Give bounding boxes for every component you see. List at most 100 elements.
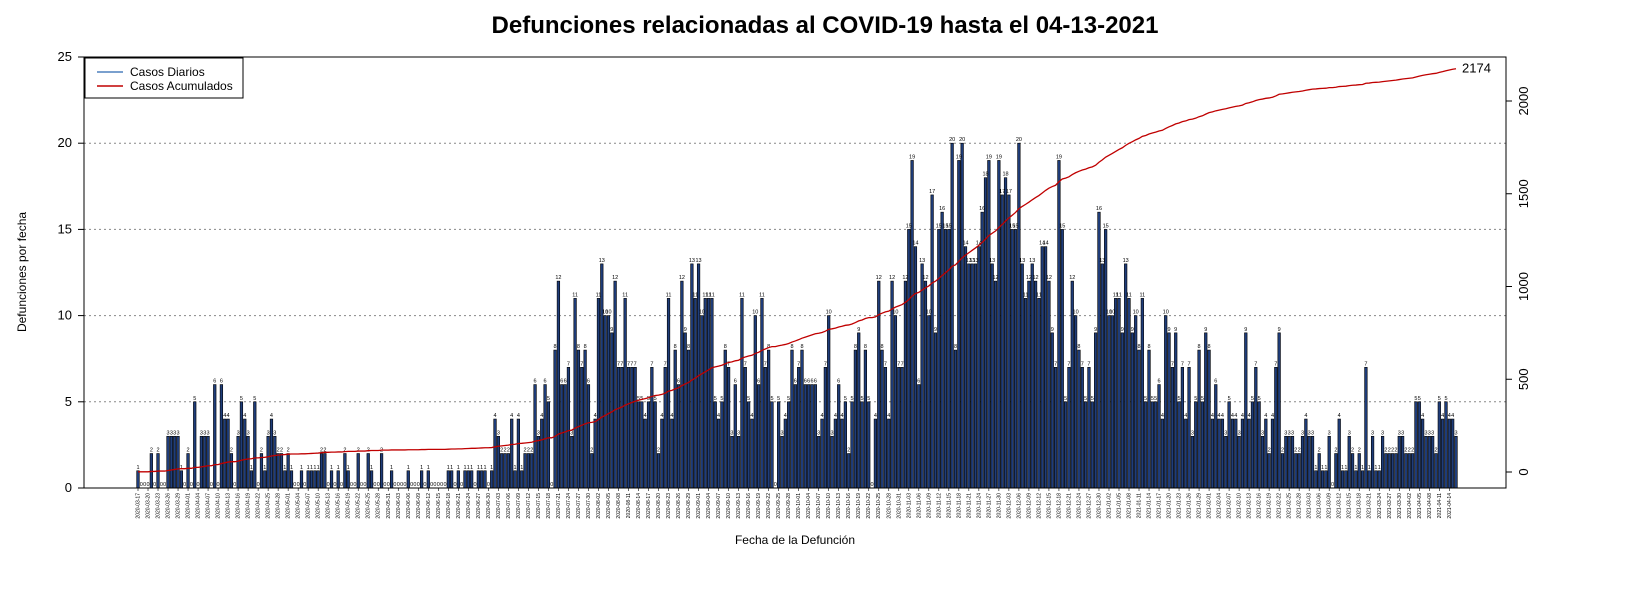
- x-tick-label: 2020-08-29: [686, 493, 692, 519]
- bar-value-label: 3: [1291, 430, 1294, 436]
- bar: [1244, 332, 1248, 489]
- bar-value-label: 7: [634, 361, 637, 367]
- bar: [1003, 177, 1008, 489]
- x-tick-label: 2021-04-14: [1447, 493, 1453, 519]
- x-tick-label: 2020-04-13: [226, 493, 232, 519]
- bar: [830, 435, 834, 489]
- x-tick-label: 2020-12-24: [1076, 493, 1082, 519]
- bar-value-label: 0: [140, 482, 143, 488]
- x-tick-label: 2021-03-03: [1307, 493, 1313, 519]
- x-tick-label: 2020-09-10: [726, 493, 732, 519]
- bar: [1387, 453, 1391, 489]
- bar-value-label: 1: [1374, 465, 1377, 471]
- bar-value-label: 12: [889, 275, 895, 281]
- bar-value-label: 9: [1131, 327, 1134, 333]
- bar-value-label: 1: [1344, 465, 1347, 471]
- bar: [496, 435, 500, 489]
- bar: [1324, 470, 1328, 489]
- bar-value-label: 6: [810, 379, 813, 385]
- bar-value-label: 0: [440, 482, 443, 488]
- bar-value-label: 4: [717, 413, 720, 419]
- bar: [910, 160, 914, 489]
- bar-value-label: 3: [1311, 430, 1314, 436]
- bar-value-label: 0: [433, 482, 436, 488]
- cumulative-line: [138, 68, 1457, 473]
- bar: [249, 470, 254, 489]
- bar-value-label: 2: [150, 448, 153, 454]
- bar-value-label: 1: [136, 465, 139, 471]
- bar: [1050, 332, 1054, 489]
- x-tick-label: 2021-03-18: [1357, 493, 1363, 519]
- bar-value-label: 0: [293, 482, 296, 488]
- bar-value-label: 3: [1428, 430, 1431, 436]
- bar-value-label: 4: [887, 413, 890, 419]
- bar: [1067, 367, 1071, 489]
- bar-value-label: 3: [497, 430, 500, 436]
- x-tick-label: 2021-02-10: [1237, 493, 1243, 519]
- bar: [213, 384, 217, 489]
- bar-value-label: 3: [1348, 430, 1351, 436]
- bar-value-label: 3: [247, 430, 250, 436]
- bar-value-label: 13: [689, 258, 695, 264]
- bar-value-label: 15: [946, 223, 952, 229]
- bar-value-label: 1: [300, 465, 303, 471]
- bar: [937, 229, 941, 489]
- x-tick-label: 2020-10-04: [806, 493, 812, 519]
- bar-value-label: 20: [949, 137, 955, 143]
- bar-value-label: 3: [1191, 430, 1194, 436]
- bar-value-label: 4: [1304, 413, 1307, 419]
- bar: [1441, 418, 1445, 489]
- bar-value-label: 1: [283, 465, 286, 471]
- bar-value-label: 3: [1224, 430, 1227, 436]
- x-tick-label: 2020-05-13: [326, 493, 332, 519]
- bar: [743, 367, 747, 489]
- x-tick-label: 2020-07-21: [556, 493, 562, 519]
- bar-value-label: 5: [1438, 396, 1441, 402]
- x-tick-label: 2020-09-28: [786, 493, 792, 519]
- x-tick-label: 2020-04-22: [256, 493, 262, 519]
- bar: [710, 298, 714, 489]
- bar: [1334, 453, 1338, 489]
- bar: [1130, 332, 1134, 489]
- bar-value-label: 3: [273, 430, 276, 436]
- bar: [1007, 194, 1011, 489]
- bar-value-label: 5: [240, 396, 243, 402]
- bar-value-label: 3: [200, 430, 203, 436]
- bar-value-label: 5: [844, 396, 847, 402]
- bar: [706, 298, 711, 489]
- bar-value-label: 12: [1026, 275, 1032, 281]
- x-tick-label: 2021-02-25: [1287, 493, 1293, 519]
- bar: [199, 435, 203, 489]
- bar-value-label: 12: [902, 275, 908, 281]
- bar: [726, 367, 731, 489]
- bar: [1277, 332, 1281, 489]
- bar-value-label: 5: [547, 396, 550, 402]
- bar: [590, 453, 594, 489]
- bar: [1447, 418, 1451, 489]
- bar: [917, 384, 921, 489]
- x-tick-label: 2021-01-26: [1187, 493, 1193, 519]
- bar-value-label: 19: [996, 154, 1002, 160]
- bar-value-label: 0: [350, 482, 353, 488]
- bar: [266, 435, 270, 489]
- bar: [1247, 418, 1251, 489]
- bar-value-label: 0: [383, 482, 386, 488]
- bar: [1097, 211, 1101, 489]
- x-tick-label: 2020-07-09: [516, 493, 522, 519]
- bar-value-label: 3: [737, 430, 740, 436]
- x-tick-label: 2020-12-03: [1006, 493, 1012, 519]
- bar-value-label: 19: [986, 154, 992, 160]
- bar: [927, 315, 931, 489]
- bar: [987, 160, 991, 489]
- bar-value-label: 8: [1077, 344, 1080, 350]
- bar: [833, 418, 837, 489]
- bar-value-label: 0: [333, 482, 336, 488]
- bar-value-label: 6: [837, 379, 840, 385]
- bar-value-label: 10: [1073, 310, 1079, 316]
- bar: [603, 315, 607, 489]
- bar-value-label: 1: [483, 465, 486, 471]
- bar: [957, 160, 961, 489]
- bar-value-label: 14: [912, 241, 918, 247]
- x-tick-label: 2020-10-16: [846, 493, 852, 519]
